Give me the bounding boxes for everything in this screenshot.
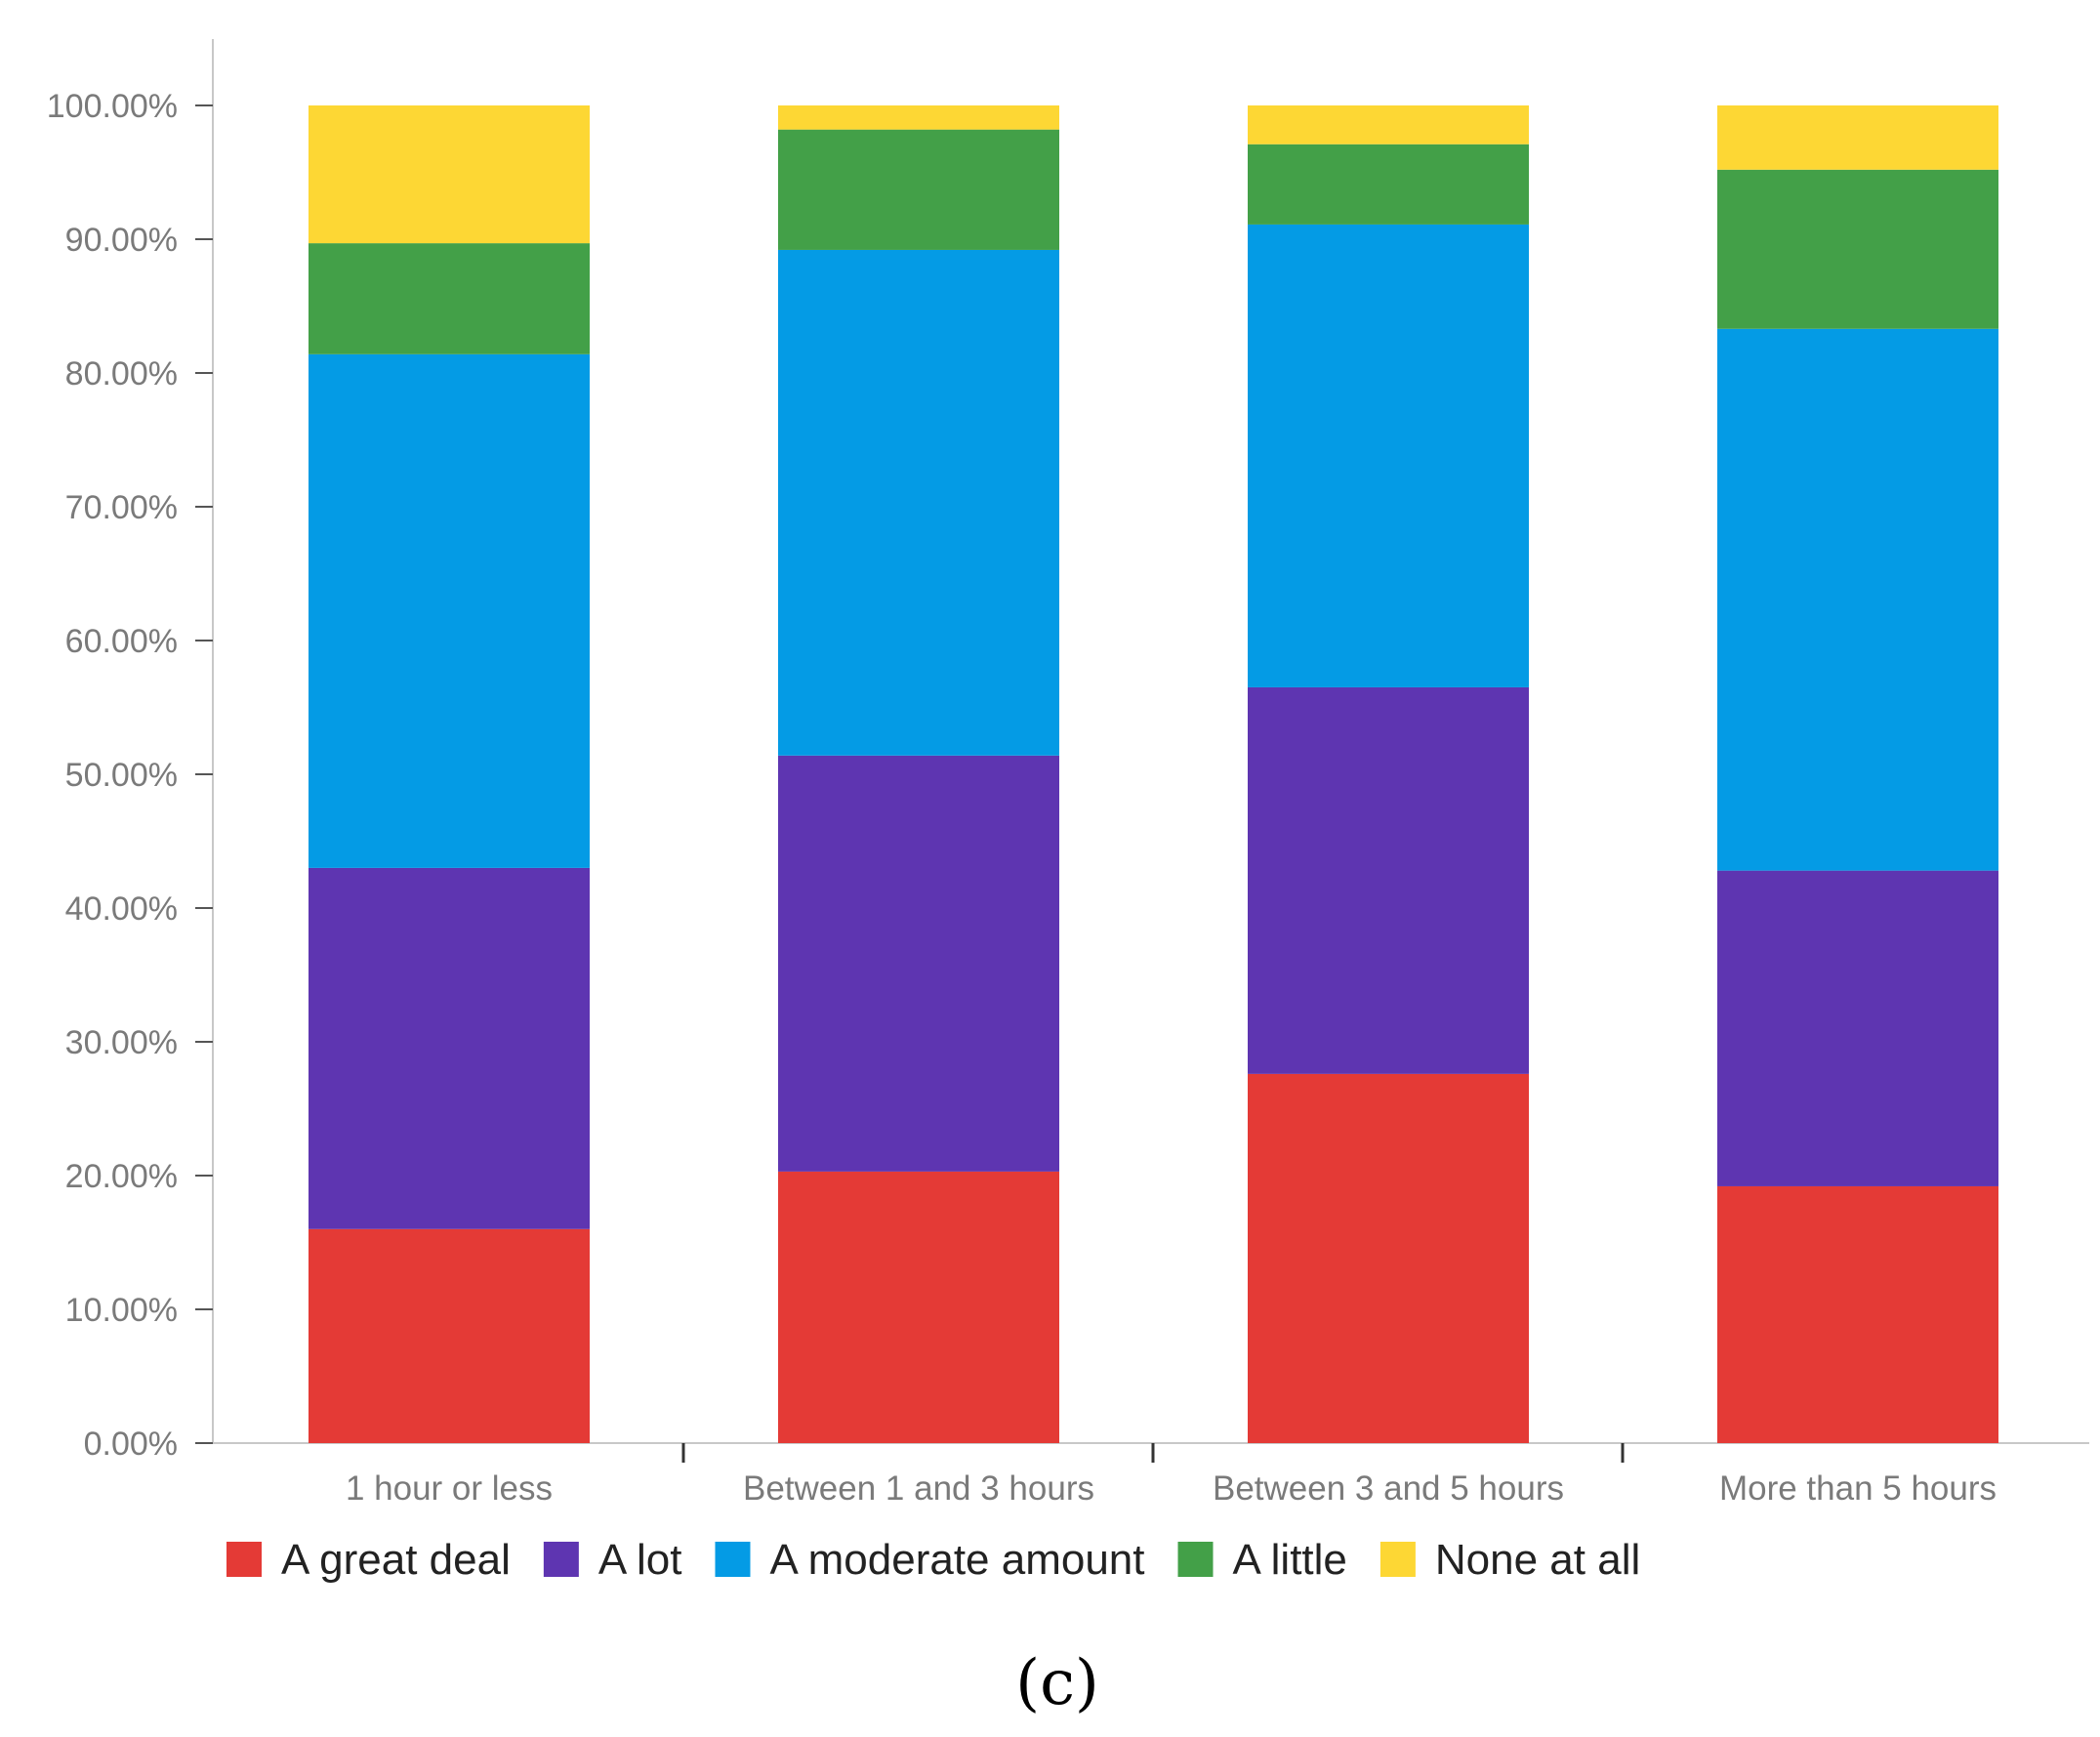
y-tick-label: 40.00% bbox=[65, 890, 178, 928]
legend-swatch bbox=[1177, 1542, 1214, 1577]
legend-swatch bbox=[543, 1542, 579, 1577]
bar-segment bbox=[309, 1228, 590, 1443]
bar-segment bbox=[1248, 224, 1529, 687]
bar-segment bbox=[309, 353, 590, 868]
legend-swatch bbox=[1379, 1542, 1416, 1577]
bar-segment bbox=[1248, 105, 1529, 145]
legend-item: A great deal bbox=[226, 1536, 511, 1584]
bar-segment bbox=[309, 243, 590, 354]
x-tick-label: Between 3 and 5 hours bbox=[1213, 1469, 1564, 1508]
bar-segment bbox=[1717, 328, 1998, 871]
legend-label: A lot bbox=[598, 1536, 682, 1584]
legend-item: None at all bbox=[1379, 1536, 1640, 1584]
legend-label: None at all bbox=[1435, 1536, 1640, 1584]
legend-swatch bbox=[226, 1542, 262, 1577]
legend-label: A great deal bbox=[281, 1536, 511, 1584]
legend-item: A little bbox=[1177, 1536, 1347, 1584]
bars bbox=[309, 105, 1998, 1443]
legend: A great deal A lot A moderate amount A litt… bbox=[226, 1536, 1640, 1584]
y-tick-label: 70.00% bbox=[65, 489, 178, 526]
bar-segment bbox=[1248, 1073, 1529, 1443]
legend-swatch bbox=[715, 1542, 751, 1577]
bar-segment bbox=[778, 1171, 1059, 1443]
y-tick-label: 60.00% bbox=[65, 623, 178, 660]
y-tick-label: 0.00% bbox=[84, 1426, 178, 1463]
legend-item: A lot bbox=[543, 1536, 682, 1584]
y-tick-label: 30.00% bbox=[65, 1024, 178, 1061]
y-tick-label: 90.00% bbox=[65, 222, 178, 259]
bar-segment bbox=[778, 755, 1059, 1172]
bar-segment bbox=[1248, 686, 1529, 1074]
y-axis: 0.00% 10.00% 20.00% 30.00% 40.00% 50.00% 60.00… bbox=[47, 39, 214, 1463]
x-tick-label: Between 1 and 3 hours bbox=[743, 1469, 1094, 1508]
y-tick-label: 50.00% bbox=[65, 757, 178, 794]
y-tick-label: 20.00% bbox=[65, 1158, 178, 1195]
y-tick-label: 100.00% bbox=[47, 88, 178, 125]
y-tick-label: 80.00% bbox=[65, 355, 178, 393]
legend-label: A little bbox=[1233, 1536, 1347, 1584]
x-tick-label: More than 5 hours bbox=[1719, 1469, 1997, 1508]
panel-label: (c) bbox=[1015, 1647, 1099, 1719]
y-tick-label: 10.00% bbox=[65, 1292, 178, 1329]
bar-segment bbox=[309, 105, 590, 244]
bar-segment bbox=[1248, 144, 1529, 225]
bar-segment bbox=[778, 249, 1059, 756]
bar-segment bbox=[778, 129, 1059, 250]
bar-segment bbox=[1717, 1185, 1998, 1443]
bar-segment bbox=[778, 105, 1059, 130]
bar-segment bbox=[1717, 105, 1998, 170]
bar-segment bbox=[1717, 169, 1998, 329]
legend-label: A moderate amount bbox=[769, 1536, 1144, 1584]
bar-segment bbox=[309, 867, 590, 1229]
x-axis: 1 hour or less Between 1 and 3 hours Betwe… bbox=[213, 1442, 2089, 1508]
bar-segment bbox=[1717, 870, 1998, 1186]
x-tick-label: 1 hour or less bbox=[346, 1469, 553, 1508]
legend-item: A moderate amount bbox=[715, 1536, 1145, 1584]
